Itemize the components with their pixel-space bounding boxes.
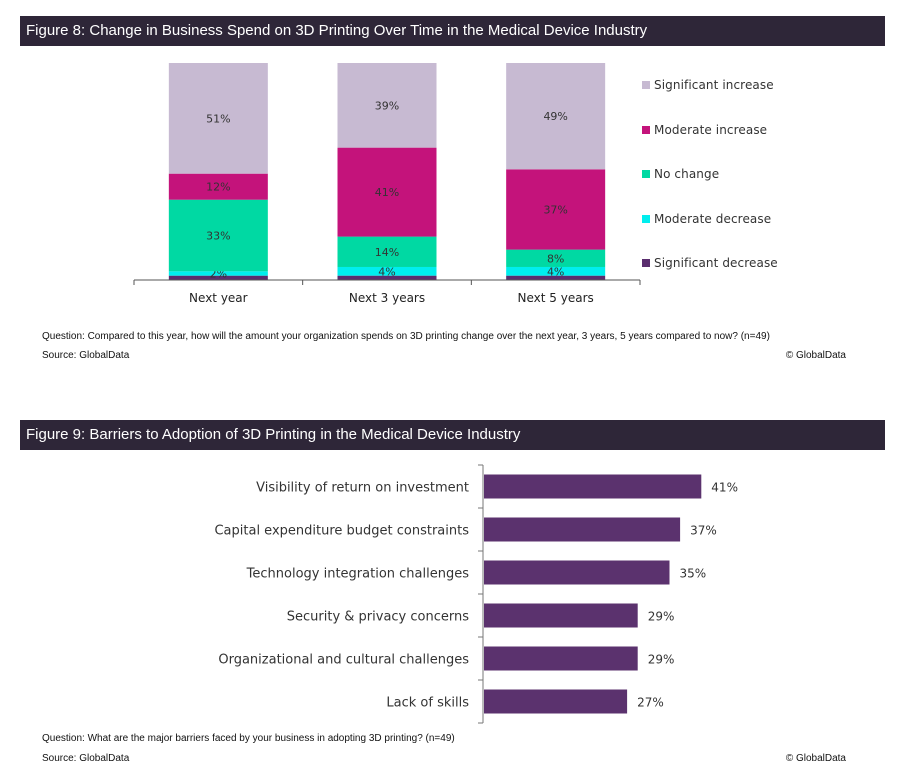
x-tick-label: Next year [189, 291, 248, 305]
data-label: 33% [206, 230, 230, 243]
legend-item: No change [642, 167, 778, 181]
bar-segment-moderate-decrease [168, 271, 268, 276]
bar-segment-significant-increase [168, 63, 268, 174]
data-label: 41% [711, 481, 738, 495]
legend-swatch [642, 81, 650, 89]
bar-segment-no-change [168, 199, 268, 272]
data-label: 37% [690, 524, 717, 538]
bar [484, 603, 638, 628]
legend-item: Moderate decrease [642, 212, 778, 226]
figure-9-source: Source: GlobalData [42, 753, 130, 764]
data-label: 41% [375, 186, 399, 199]
legend-label: No change [654, 167, 720, 181]
data-label: 35% [680, 567, 707, 581]
bar-segment-significant-decrease [337, 275, 437, 280]
bar-segment-significant-decrease [168, 275, 268, 280]
bar-segment-moderate-increase [337, 147, 437, 237]
y-tick-label: Visibility of return on investment [256, 481, 469, 496]
legend-item: Significant increase [642, 78, 778, 92]
data-label: 4% [378, 265, 395, 278]
data-label: 49% [543, 110, 567, 123]
data-label: 51% [206, 112, 230, 125]
data-label: 27% [637, 696, 664, 710]
figure-9-title: Figure 9: Barriers to Adoption of 3D Pri… [20, 420, 885, 450]
figure-8-title: Figure 8: Change in Business Spend on 3D… [20, 16, 885, 46]
y-tick-label: Security & privacy concerns [287, 610, 469, 625]
y-tick-label: Organizational and cultural challenges [218, 653, 469, 668]
bar [484, 646, 638, 671]
legend-label: Moderate decrease [654, 211, 772, 226]
y-tick-label: Technology integration challenges [246, 567, 470, 582]
bar-segment-no-change [337, 236, 437, 267]
legend-item: Moderate increase [642, 123, 778, 137]
data-label: 8% [547, 252, 564, 265]
horizontal-bar-chart: Visibility of return on investment 41% Cap… [214, 464, 738, 724]
data-label: 37% [543, 203, 567, 216]
bar [484, 689, 628, 714]
data-label: 12% [206, 181, 230, 194]
data-label: 29% [648, 653, 675, 667]
legend-swatch [642, 214, 650, 223]
y-tick-label: Capital expenditure budget constraints [214, 524, 469, 539]
bar-segment-moderate-increase [506, 169, 606, 250]
bar-segment-significant-decrease [506, 275, 606, 280]
legend-label: Moderate increase [654, 122, 768, 137]
x-tick-label: Next 3 years [349, 291, 425, 305]
bar-segment-significant-increase [506, 63, 606, 170]
legend-swatch [642, 259, 650, 267]
x-tick-label: Next 5 years [518, 291, 594, 305]
chart-legend: Significant increase Moderate increase No … [642, 78, 778, 301]
data-label: 4% [547, 265, 564, 278]
legend-swatch [642, 125, 650, 134]
data-label: 39% [375, 99, 399, 112]
bar-segment-moderate-decrease [337, 266, 437, 276]
bar-segment-no-change [506, 249, 606, 267]
legend-label: Significant decrease [654, 256, 778, 270]
figure-8-question: Question: Compared to this year, how wil… [42, 331, 770, 342]
bar [484, 474, 702, 499]
data-label: 29% [648, 610, 675, 624]
figure-8-copyright: © GlobalData [785, 350, 846, 361]
legend-label: Significant increase [654, 78, 774, 92]
bar-segment-significant-increase [337, 63, 437, 148]
legend-item: Significant decrease [642, 256, 778, 270]
bar-segment-moderate-increase [168, 173, 268, 200]
figure-8-source: Source: GlobalData [42, 350, 130, 361]
y-tick-label: Lack of skills [386, 696, 469, 711]
bar-segment-moderate-decrease [506, 266, 606, 276]
figure-9-question: Question: What are the major barriers fa… [42, 733, 455, 744]
data-label: 14% [375, 246, 399, 259]
bar [484, 517, 681, 542]
legend-swatch [642, 170, 650, 178]
figure-9-copyright: © GlobalData [785, 753, 846, 764]
bar [484, 560, 670, 585]
